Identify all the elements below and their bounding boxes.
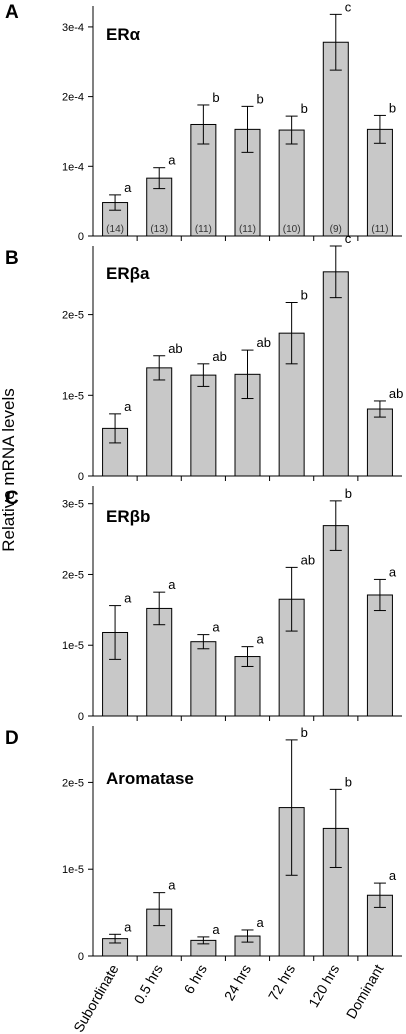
x-category-label: Dominant: [343, 961, 387, 1021]
y-tick-label: 1e-4: [62, 161, 84, 173]
sample-size-label: (10): [283, 224, 301, 235]
x-category-label: 120 hrs: [305, 962, 342, 1010]
bar: [322, 41, 349, 237]
panel-title: Aromatase: [106, 769, 194, 788]
significance-letter: a: [124, 591, 132, 606]
significance-letter: ab: [301, 552, 315, 567]
significance-letter: a: [389, 564, 397, 579]
significance-letter: a: [389, 868, 397, 883]
panel-title: ERα: [106, 25, 141, 44]
y-tick-label: 0: [78, 951, 84, 963]
y-tick-label: 3e-4: [62, 22, 84, 34]
chart-panel-d: 0 1e-5 2e-5 D Aromatase a a a a b b a: [5, 725, 402, 963]
significance-letter: a: [212, 620, 220, 635]
bar: [234, 656, 261, 717]
significance-letter: a: [168, 878, 176, 893]
x-category-label: 72 hrs: [265, 962, 298, 1004]
bar: [278, 129, 305, 237]
significance-letter: b: [301, 725, 308, 740]
significance-letter: b: [301, 287, 308, 302]
panel-letter: B: [5, 248, 19, 269]
significance-letter: c: [345, 231, 352, 246]
panel-title: ERβb: [106, 507, 150, 526]
sample-size-label: (11): [239, 224, 256, 235]
y-tick-label: 2e-5: [62, 777, 84, 789]
significance-letter: a: [124, 399, 132, 414]
significance-letter: a: [168, 577, 176, 592]
significance-letter: b: [212, 90, 219, 105]
x-category-label: 0.5 hrs: [131, 962, 166, 1007]
x-category-label: 6 hrs: [181, 962, 210, 997]
x-category-label: Subordinate: [70, 961, 122, 1034]
y-tick-label: 0: [78, 471, 84, 483]
y-tick-label: 1e-5: [62, 864, 84, 876]
significance-letter: ab: [257, 335, 271, 350]
y-tick-label: 1e-5: [62, 390, 84, 402]
sample-size-label: (11): [371, 224, 388, 235]
y-tick-label: 2e-5: [62, 569, 84, 581]
bar: [190, 374, 217, 477]
significance-letter: ab: [168, 341, 182, 356]
sample-size-label: (13): [150, 224, 168, 235]
bar: [322, 271, 349, 477]
bar: [190, 641, 217, 717]
sample-size-label: (9): [330, 224, 342, 235]
sample-size-label: (11): [195, 224, 212, 235]
significance-letter: ab: [212, 349, 226, 364]
sample-size-label: (14): [106, 224, 124, 235]
y-tick-label: 2e-5: [62, 310, 84, 322]
panel-title: ERβa: [106, 264, 150, 283]
significance-letter: a: [168, 153, 176, 168]
bar: [366, 594, 393, 717]
bar: [146, 367, 173, 477]
significance-letter: b: [389, 100, 396, 115]
significance-letter: a: [257, 915, 265, 930]
chart-panel-b: 0 1e-5 2e-5 B ERβa a ab ab ab b c ab: [5, 231, 403, 483]
significance-letter: a: [124, 919, 132, 934]
panel-letter: C: [5, 488, 19, 509]
x-category-label: 24 hrs: [221, 962, 254, 1004]
significance-letter: a: [124, 180, 132, 195]
bar: [322, 525, 349, 717]
y-axis-label: Relative mRNA levels: [0, 388, 18, 551]
significance-letter: b: [301, 101, 308, 116]
chart-panel-c: 0 1e-5 2e-5 3e-5 C ERβb a a a a ab b a: [5, 486, 402, 723]
x-axis-category-labels: Subordinate 0.5 hrs 6 hrs 24 hrs 72 hrs 120 h…: [70, 961, 387, 1034]
y-tick-label: 0: [78, 231, 84, 243]
y-tick-label: 0: [78, 711, 84, 723]
significance-letter: c: [345, 0, 352, 14]
significance-letter: a: [257, 632, 265, 647]
bar: [366, 128, 393, 237]
y-tick-label: 1e-5: [62, 640, 84, 652]
y-tick-label: 2e-4: [62, 92, 84, 104]
significance-letter: b: [345, 774, 352, 789]
significance-letter: a: [212, 922, 220, 937]
significance-letter: b: [257, 91, 264, 106]
significance-letter: b: [345, 486, 352, 501]
significance-letter: ab: [389, 386, 403, 401]
chart-panel-a: 0 1e-4 2e-4 3e-4 A ERα a (14) a (13) b (11) b (11) b (1…: [5, 0, 402, 243]
y-tick-label: 3e-5: [62, 499, 84, 511]
panel-letter: D: [5, 728, 19, 749]
bar: [366, 408, 393, 477]
bar: [146, 607, 173, 717]
panel-letter: A: [5, 2, 19, 23]
panels: 0 1e-4 2e-4 3e-4 A ERα a (14) a (13) b (11) b (11) b (1…: [5, 0, 403, 963]
